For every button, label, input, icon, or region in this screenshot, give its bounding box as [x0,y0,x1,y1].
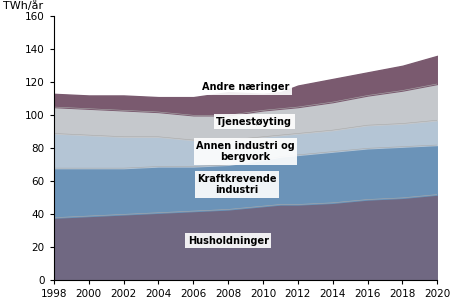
Text: Husholdninger: Husholdninger [187,236,268,246]
Text: Andre næringer: Andre næringer [202,82,288,92]
Text: Tjenestøyting: Tjenestøyting [216,117,292,127]
Y-axis label: TWh/år: TWh/år [3,0,43,11]
Text: Kraftkrevende
industri: Kraftkrevende industri [197,174,276,196]
Text: Annen industri og
bergvork: Annen industri og bergvork [196,141,294,163]
